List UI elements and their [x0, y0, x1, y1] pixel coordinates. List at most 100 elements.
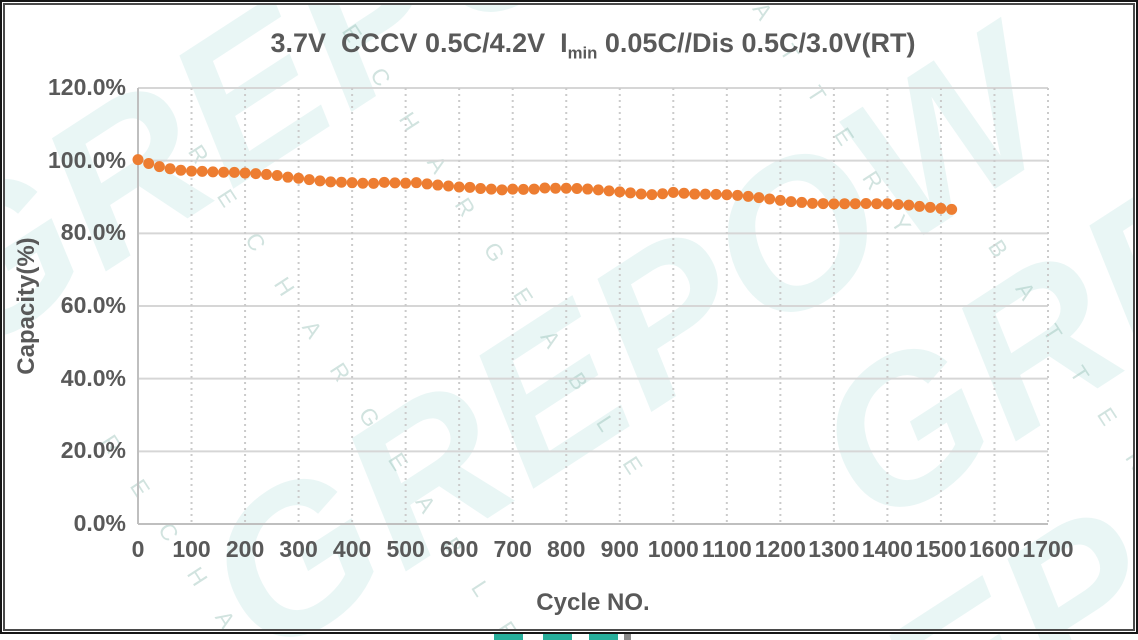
data-point — [732, 189, 744, 201]
x-tick-label: 1600 — [968, 536, 1021, 562]
x-axis-title: Cycle NO. — [536, 589, 650, 616]
x-tick-label: 100 — [172, 536, 211, 562]
data-point — [624, 187, 636, 199]
data-point — [860, 197, 872, 209]
data-point — [314, 175, 326, 187]
data-point — [914, 200, 926, 212]
data-point — [817, 198, 829, 210]
data-point — [335, 176, 347, 188]
chart-title-prefix: 3.7V CCCV 0.5C/4.2V I — [270, 28, 568, 58]
x-tick-label: 1000 — [647, 536, 699, 562]
data-point — [657, 188, 669, 200]
y-tick-label: 20.0% — [60, 437, 126, 464]
x-tick-label: 900 — [600, 536, 639, 562]
data-point — [496, 184, 508, 196]
x-tick-label: 600 — [439, 536, 479, 562]
data-point — [293, 172, 305, 184]
data-point — [764, 193, 776, 205]
data-point — [550, 182, 562, 194]
data-point — [186, 165, 198, 177]
data-point — [453, 181, 465, 193]
x-tick-label: 0 — [131, 536, 145, 562]
x-tick-label: 1700 — [1022, 536, 1074, 562]
data-point — [839, 198, 851, 210]
x-tick-label: 200 — [225, 536, 265, 562]
x-tick-label: 1400 — [861, 536, 913, 562]
data-point — [881, 198, 893, 210]
plot-area — [132, 87, 1049, 525]
data-point — [432, 179, 444, 191]
data-point — [935, 202, 947, 214]
data-point — [871, 198, 883, 210]
data-point — [303, 174, 315, 186]
logo-chip — [589, 634, 618, 640]
data-point — [892, 199, 904, 211]
data-point — [582, 183, 594, 195]
data-point — [924, 201, 936, 213]
horizontal-gridlines — [138, 87, 1048, 525]
x-tick-label: 1500 — [915, 536, 967, 562]
logo-chip — [543, 634, 572, 640]
x-tick-label: 1200 — [754, 536, 806, 562]
data-point — [946, 203, 958, 215]
y-tick-label: 40.0% — [60, 364, 126, 391]
data-point — [806, 197, 818, 209]
x-tick-label: 400 — [332, 536, 372, 562]
data-point — [421, 178, 433, 190]
data-point — [742, 190, 754, 202]
data-point — [389, 177, 401, 189]
data-point — [368, 177, 380, 189]
data-point — [667, 186, 679, 198]
y-tick-label: 100.0% — [47, 146, 126, 173]
logo-chip — [624, 634, 631, 640]
data-point — [517, 183, 529, 195]
data-point — [646, 189, 658, 201]
data-point — [796, 196, 808, 208]
data-point — [282, 171, 294, 183]
capacity-data-series — [132, 154, 958, 215]
x-tick-label: 1300 — [808, 536, 860, 562]
data-point — [721, 189, 733, 201]
data-point — [603, 185, 615, 197]
data-point — [710, 188, 722, 200]
x-tick-label: 500 — [386, 536, 425, 562]
data-point — [153, 161, 165, 173]
data-point — [753, 192, 765, 204]
data-point — [218, 166, 230, 178]
chart-title: 3.7V CCCV 0.5C/4.2V Imin 0.05C//Dis 0.5C… — [138, 28, 1048, 63]
data-point — [903, 199, 915, 211]
data-point — [207, 166, 219, 178]
data-point — [357, 177, 369, 189]
data-point — [239, 167, 251, 179]
data-point — [400, 177, 412, 189]
data-point — [614, 186, 626, 198]
data-point — [271, 170, 283, 182]
data-point — [592, 184, 604, 196]
data-point — [528, 183, 540, 195]
data-point — [260, 168, 272, 180]
data-point — [132, 154, 144, 166]
data-point — [785, 196, 797, 208]
data-point — [774, 194, 786, 206]
data-point — [678, 187, 690, 199]
data-point — [699, 188, 711, 200]
data-point — [539, 182, 551, 194]
bottom-logo-cutoff — [0, 634, 1138, 640]
data-point — [228, 166, 240, 178]
data-point — [346, 177, 358, 189]
y-tick-label: 60.0% — [60, 292, 126, 318]
data-point — [485, 183, 497, 195]
data-point — [571, 183, 583, 195]
data-point — [475, 183, 487, 195]
data-point — [410, 177, 422, 189]
data-point — [378, 176, 390, 188]
data-point — [250, 168, 262, 180]
data-point — [689, 188, 701, 200]
chart-title-subscript: min — [567, 43, 598, 63]
y-tick-label: 0.0% — [73, 510, 126, 536]
data-point — [175, 164, 187, 176]
data-point — [325, 176, 337, 188]
x-tick-label: 700 — [493, 536, 532, 562]
data-point — [849, 198, 861, 210]
